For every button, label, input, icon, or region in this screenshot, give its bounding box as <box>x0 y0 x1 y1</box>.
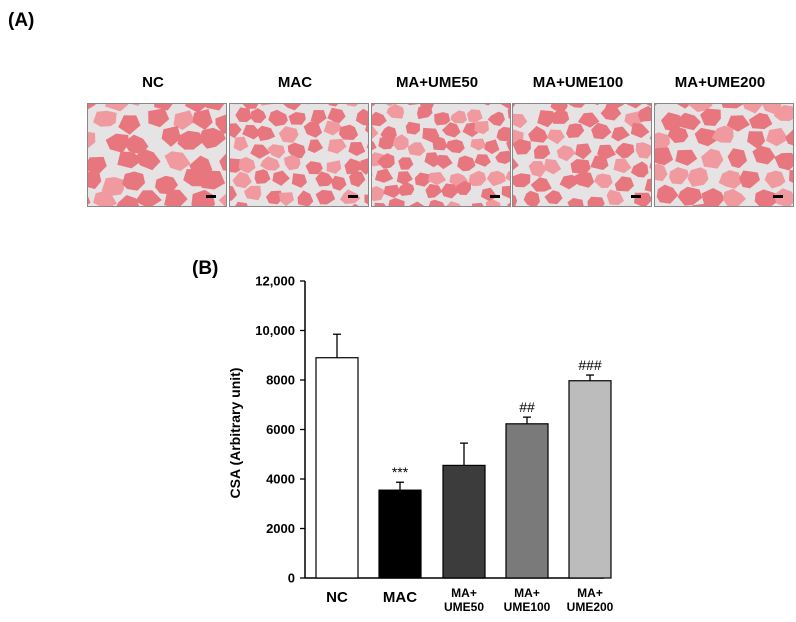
scale-bar <box>490 195 500 198</box>
micrograph-ma-ume50 <box>371 103 511 207</box>
x-category-label: UME50 <box>444 600 484 614</box>
x-category-label: UME100 <box>504 600 551 614</box>
y-tick-label: 0 <box>288 571 295 586</box>
panel-a-label: (A) <box>8 10 35 31</box>
micrograph-label-ma-ume50: MA+UME50 <box>395 74 479 91</box>
bar-maume200 <box>568 380 612 579</box>
y-tick-label: 10,000 <box>255 323 295 338</box>
x-category-label: MA+ <box>451 586 477 600</box>
bar-maume100 <box>505 423 549 579</box>
significance-marker: *** <box>392 464 409 480</box>
significance-marker: ## <box>519 399 535 415</box>
y-tick-label: 6000 <box>266 422 295 437</box>
scale-bar <box>348 195 358 198</box>
y-tick-label: 4000 <box>266 472 295 487</box>
micrograph-nc <box>87 103 227 207</box>
y-tick-label: 12,000 <box>255 274 295 289</box>
bar-nc <box>315 357 359 579</box>
x-category-label: MAC <box>383 589 417 606</box>
scale-bar <box>773 195 783 198</box>
y-tick-label: 2000 <box>266 521 295 536</box>
scale-bar <box>206 195 216 198</box>
micrograph-label-ma-ume200: MA+UME200 <box>674 74 766 91</box>
micrograph-label-mac: MAC <box>277 74 313 91</box>
y-tick-label: 8000 <box>266 373 295 388</box>
y-axis-title: CSA (Arbitrary unit) <box>227 368 243 499</box>
bar-mac <box>378 489 422 579</box>
x-category-label: NC <box>326 589 348 606</box>
micrograph-label-ma-ume100: MA+UME100 <box>532 74 624 91</box>
panel-b-label: (B) <box>192 258 219 279</box>
x-category-label: UME200 <box>567 600 614 614</box>
micrograph-ma-ume100 <box>512 103 652 207</box>
scale-bar <box>631 195 641 198</box>
x-category-label: MA+ <box>577 586 603 600</box>
x-category-label: MA+ <box>514 586 540 600</box>
significance-marker: ### <box>578 357 602 373</box>
bar-maume50 <box>442 464 486 579</box>
micrograph-ma-ume200 <box>654 103 794 207</box>
micrograph-mac <box>229 103 369 207</box>
micrograph-label-nc: NC <box>142 74 164 91</box>
